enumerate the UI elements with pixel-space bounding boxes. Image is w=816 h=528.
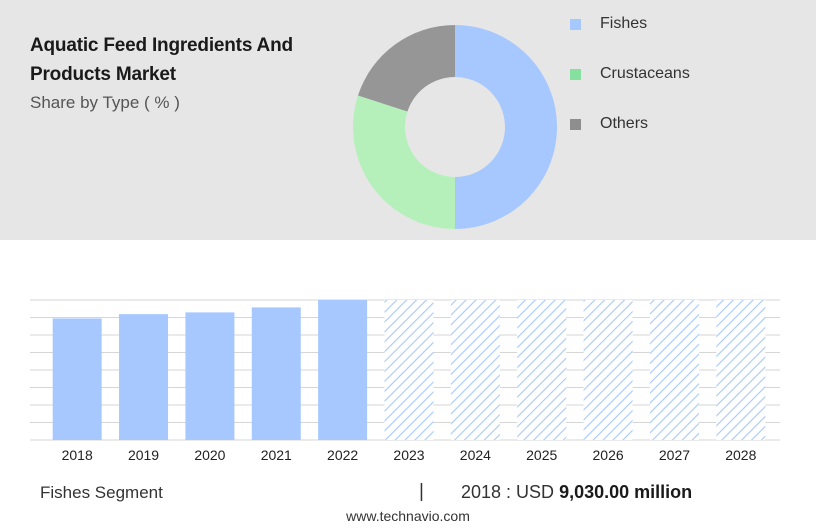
x-tick-label-2021: 2021 (261, 447, 292, 463)
segment-label: Fishes Segment (40, 483, 163, 502)
donut-svg (352, 25, 557, 230)
legend-item-crustaceans: Crustaceans (570, 62, 690, 86)
bar-chart: 2018 2019 2020 2021 2022 2023 2024 2025 2026 2027… (0, 290, 816, 470)
footer-separator: | (419, 481, 424, 502)
forecast-bar-2023 (384, 300, 434, 440)
forecast-bar-2028 (716, 300, 766, 440)
bar-2022 (318, 300, 368, 440)
bar-svg: 2018 2019 2020 2021 2022 2023 2024 2025 2026 2027… (30, 299, 780, 463)
legend-item-fishes: Fishes (570, 12, 647, 36)
legend-swatch-fishes (570, 18, 581, 30)
legend-label-others: Others (600, 115, 649, 132)
forecast-bar-2026 (583, 300, 633, 440)
chart-subtitle: Share by Type ( % ) (30, 93, 180, 112)
bar-2020 (185, 312, 235, 440)
donut-slice-others (357, 25, 455, 112)
x-tick-label-2026: 2026 (593, 447, 624, 463)
donut-slice-fishes (455, 25, 557, 229)
x-tick-label-2018: 2018 (62, 447, 93, 463)
donut-chart (340, 15, 570, 240)
legend-label-fishes: Fishes (600, 15, 648, 32)
x-tick-label-2019: 2019 (128, 447, 159, 463)
bar-2018 (52, 318, 102, 440)
legend-item-others: Others (570, 112, 648, 136)
x-tick-label-2022: 2022 (327, 447, 358, 463)
x-tick-label-2023: 2023 (393, 447, 424, 463)
legend-label-crustaceans: Crustaceans (600, 65, 690, 82)
x-tick-label-2024: 2024 (460, 447, 491, 463)
donut-slice-crustaceans (352, 95, 455, 230)
x-tick-label-2020: 2020 (194, 447, 225, 463)
stat-prefix: 2018 : USD (461, 482, 555, 502)
legend-swatch-crustaceans (570, 68, 581, 80)
segment-stat: 2018 : USD 9,030.00 million (461, 482, 692, 503)
forecast-bar-2025 (517, 300, 567, 440)
x-tick-label-2025: 2025 (526, 447, 557, 463)
legend-swatch-others (570, 118, 581, 130)
source-url: www.technavio.com (346, 508, 470, 524)
x-tick-label-2028: 2028 (725, 447, 756, 463)
bar-2019 (119, 314, 169, 440)
x-tick-label-2027: 2027 (659, 447, 690, 463)
chart-title: Aquatic Feed Ingredients And Products Ma… (30, 35, 293, 85)
forecast-bar-2024 (450, 300, 500, 440)
stat-value: 9,030.00 million (559, 482, 693, 502)
bar-2021 (251, 307, 301, 440)
forecast-bar-2027 (649, 300, 699, 440)
